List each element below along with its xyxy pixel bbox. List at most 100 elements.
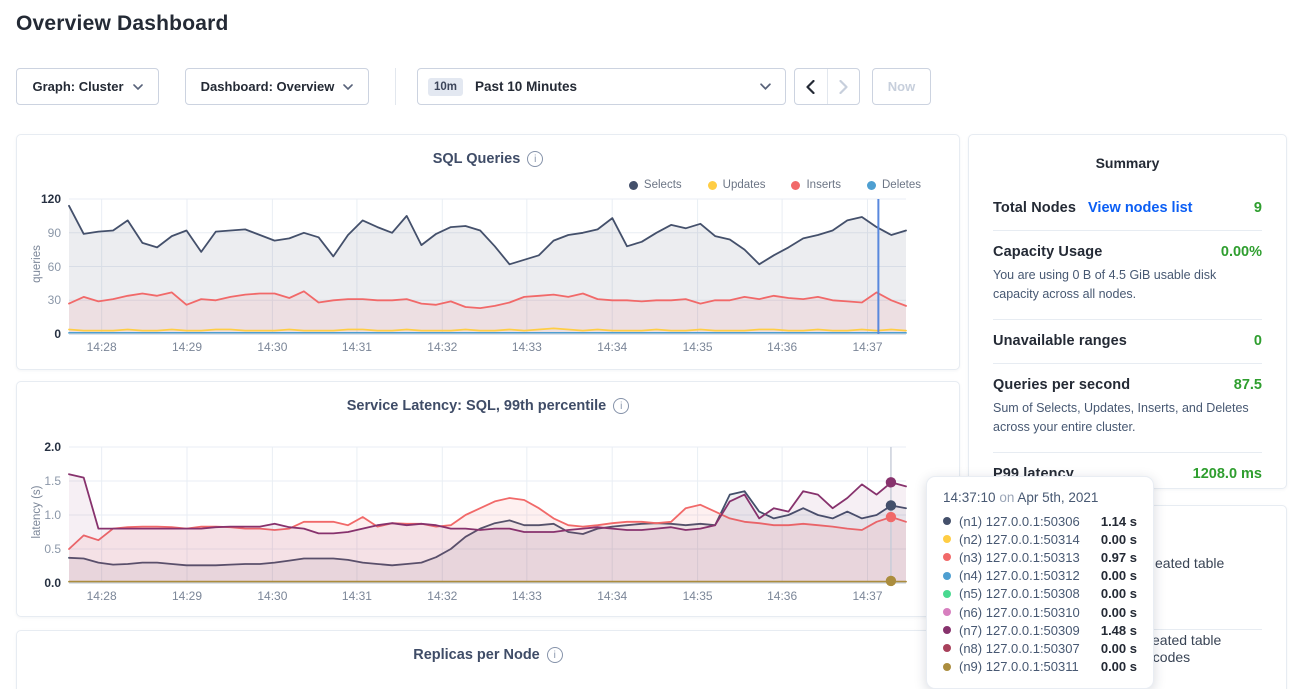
- event-text-fragment: _codes: [1145, 649, 1191, 665]
- y-axis-tick: 0.0: [44, 576, 61, 590]
- event-text-fragment: eated table: [1155, 555, 1225, 571]
- y-axis-tick: 0.5: [44, 542, 61, 556]
- tooltip-node-label: (n9) 127.0.0.1:50311: [959, 659, 1079, 675]
- summary-row: Queries per second 87.5 Sum of Selects, Up…: [993, 362, 1262, 452]
- summary-row: Unavailable ranges 0: [993, 318, 1262, 363]
- tooltip-node-value: 0.00 s: [1100, 568, 1137, 584]
- x-axis-tick: 14:37: [852, 589, 883, 603]
- tooltip-node-value: 0.00 s: [1100, 531, 1137, 547]
- node-color-dot-icon: [943, 608, 951, 617]
- tooltip-row: (n7) 127.0.0.1:50309 1.48 s: [943, 621, 1137, 639]
- summary-row-label: Total Nodes: [993, 200, 1077, 216]
- tooltip-row: (n8) 127.0.0.1:50307 0.00 s: [943, 639, 1137, 657]
- summary-row-value: 1208.0 ms: [1192, 465, 1262, 482]
- summary-row-description: Sum of Selects, Updates, Inserts, and De…: [993, 400, 1249, 435]
- info-icon[interactable]: i: [546, 647, 563, 663]
- y-axis-tick: 60: [47, 259, 61, 274]
- event-text-fragment: eated table: [1152, 632, 1222, 648]
- x-axis-tick: 14:36: [767, 589, 798, 603]
- x-axis-tick: 14:34: [597, 340, 628, 354]
- summary-row-head: Queries per second 87.5: [993, 377, 1262, 393]
- node-color-dot-icon: [943, 535, 951, 544]
- legend-item: Inserts: [791, 179, 841, 191]
- tooltip-row: (n4) 127.0.0.1:50312 0.00 s: [943, 567, 1137, 585]
- time-range-badge: 10m: [428, 77, 464, 96]
- tooltip-node-value: 0.00 s: [1100, 604, 1137, 620]
- legend-dot-icon: [628, 180, 638, 190]
- tooltip-node-label: (n7) 127.0.0.1:50309: [959, 622, 1080, 638]
- tooltip-node-value: 0.97 s: [1100, 549, 1137, 565]
- x-axis-tick: 14:30: [257, 340, 288, 354]
- summary-row: Capacity Usage 0.00% You are using 0 B of …: [993, 230, 1262, 319]
- summary-row-value: 9: [1253, 200, 1262, 216]
- x-axis-tick: 14:28: [86, 589, 117, 603]
- tooltip-node-label: (n3) 127.0.0.1:50313: [959, 549, 1080, 565]
- chevron-left-icon: [806, 79, 815, 94]
- tooltip-rows: (n1) 127.0.0.1:50306 1.14 s (n2) 127.0.0.1…: [943, 512, 1137, 676]
- page-title: Overview Dashboard: [16, 12, 229, 35]
- time-step-controls: [794, 68, 860, 105]
- tooltip-node-label: (n2) 127.0.0.1:50314: [959, 531, 1080, 547]
- chevron-right-icon: [839, 79, 848, 94]
- y-axis-label: queries: [31, 244, 43, 283]
- service-latency-chart-card: Service Latency: SQL, 99th percentile i …: [16, 381, 960, 617]
- legend-dot-icon: [707, 180, 717, 190]
- graph-selector-dropdown[interactable]: Graph: Cluster: [16, 68, 159, 105]
- chevron-down-icon: [132, 83, 143, 90]
- y-axis-tick: 2.0: [44, 440, 61, 454]
- replicas-per-node-chart-card: Replicas per Node i: [16, 630, 960, 689]
- now-button[interactable]: Now: [872, 68, 931, 105]
- tooltip-node-value: 1.48 s: [1100, 622, 1137, 638]
- tooltip-node-value: 0.00 s: [1100, 640, 1137, 656]
- summary-row-value: 0.00%: [1220, 244, 1262, 260]
- dashboard-selector-label: Dashboard: Overview: [200, 79, 335, 94]
- tooltip-row: (n9) 127.0.0.1:50311 0.00 s: [943, 658, 1137, 676]
- time-step-back-button[interactable]: [795, 69, 827, 104]
- x-axis-tick: 14:30: [257, 589, 288, 603]
- tooltip-node-value: 1.14 s: [1100, 513, 1137, 529]
- legend-item: Selects: [628, 179, 682, 191]
- time-step-forward-button[interactable]: [826, 69, 860, 104]
- summary-row-description: You are using 0 B of 4.5 GiB usable disk…: [993, 268, 1217, 302]
- summary-row-value: 0: [1253, 332, 1262, 349]
- x-axis-tick: 14:37: [852, 340, 883, 354]
- summary-row-label: Capacity Usage: [993, 244, 1103, 260]
- sql-queries-chart-card: SQL Queries i Selects Updates Inserts Delet…: [16, 134, 960, 370]
- tooltip-row: (n5) 127.0.0.1:50308 0.00 s: [943, 585, 1137, 603]
- chart-title: Service Latency: SQL, 99th percentile: [346, 398, 607, 414]
- summary-rows: Total Nodes View nodes list 9 Capacity Usag…: [993, 187, 1262, 496]
- info-icon[interactable]: i: [527, 151, 544, 167]
- node-color-dot-icon: [943, 644, 951, 653]
- chart-tooltip: 14:37:10 on Apr 5th, 2021 (n1) 127.0.0.1…: [926, 476, 1154, 689]
- x-axis-tick: 14:31: [341, 340, 372, 354]
- now-button-label: Now: [887, 79, 916, 94]
- view-nodes-list-link[interactable]: View nodes list: [1088, 200, 1193, 216]
- legend-label: Selects: [643, 179, 682, 191]
- info-icon[interactable]: i: [613, 398, 630, 414]
- summary-row-head: Total Nodes View nodes list 9: [993, 200, 1262, 216]
- legend-dot-icon: [791, 180, 801, 190]
- y-axis-tick: 30: [47, 293, 61, 308]
- tooltip-node-value: 0.00 s: [1100, 586, 1137, 602]
- tooltip-row: (n1) 127.0.0.1:50306 1.14 s: [943, 512, 1137, 530]
- dashboard-selector-dropdown[interactable]: Dashboard: Overview: [185, 68, 369, 105]
- legend-label: Inserts: [806, 179, 841, 191]
- summary-row-value: 87.5: [1233, 376, 1262, 393]
- legend-label: Updates: [722, 179, 766, 191]
- chart-title: Replicas per Node: [413, 647, 540, 663]
- summary-row-label: Queries per second: [993, 376, 1131, 393]
- y-axis-tick: 0: [54, 327, 61, 341]
- x-axis-tick: 14:33: [511, 589, 542, 603]
- summary-row-head: Capacity Usage 0.00%: [993, 244, 1262, 260]
- legend-item: Deletes: [867, 179, 921, 191]
- y-axis-tick: 120: [40, 192, 61, 206]
- graph-selector-label: Graph: Cluster: [32, 79, 124, 94]
- x-axis-tick: 14:36: [767, 340, 798, 354]
- tooltip-node-label: (n5) 127.0.0.1:50308: [959, 586, 1080, 602]
- x-axis-tick: 14:35: [682, 589, 713, 603]
- time-range-dropdown[interactable]: 10m Past 10 Minutes: [417, 68, 786, 105]
- legend-label: Deletes: [882, 179, 921, 191]
- legend-dot-icon: [867, 180, 876, 190]
- y-axis-tick: 1.0: [44, 508, 61, 522]
